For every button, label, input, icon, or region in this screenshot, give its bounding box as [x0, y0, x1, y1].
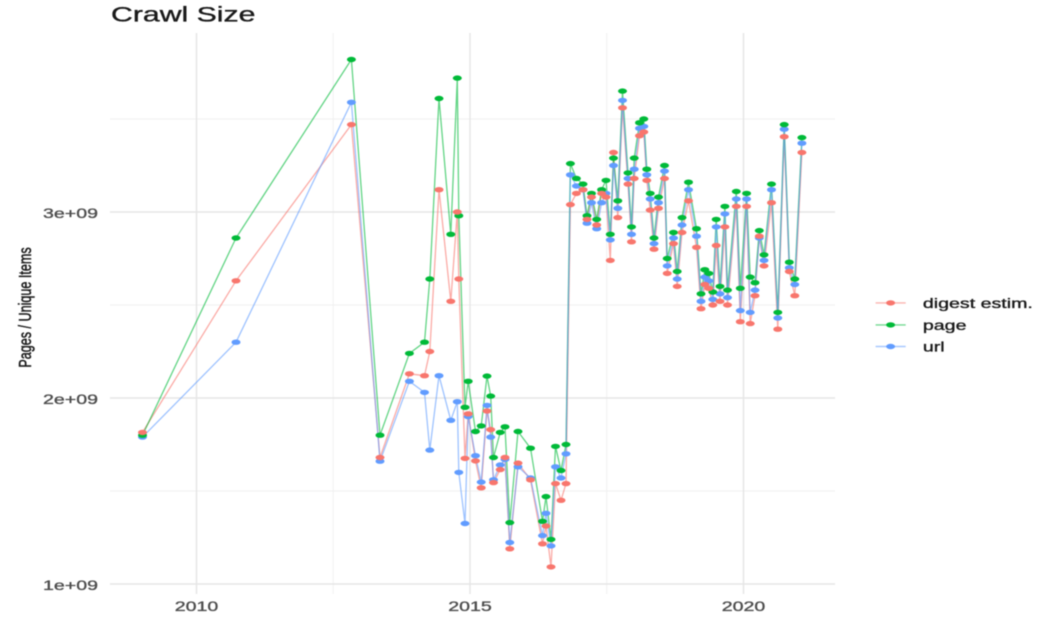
svg-text:page: page [923, 318, 967, 334]
svg-text:1e+09: 1e+09 [43, 577, 98, 593]
svg-text:Crawl Size: Crawl Size [111, 2, 255, 26]
svg-text:2020: 2020 [722, 598, 766, 614]
svg-text:2010: 2010 [175, 598, 219, 614]
svg-text:2e+09: 2e+09 [43, 391, 98, 407]
svg-text:2015: 2015 [448, 598, 492, 614]
svg-text:3e+09: 3e+09 [43, 205, 98, 221]
svg-text:Pages / Unique Items: Pages / Unique Items [16, 247, 36, 368]
svg-text:url: url [923, 339, 945, 355]
svg-text:digest estim.: digest estim. [923, 296, 1033, 312]
